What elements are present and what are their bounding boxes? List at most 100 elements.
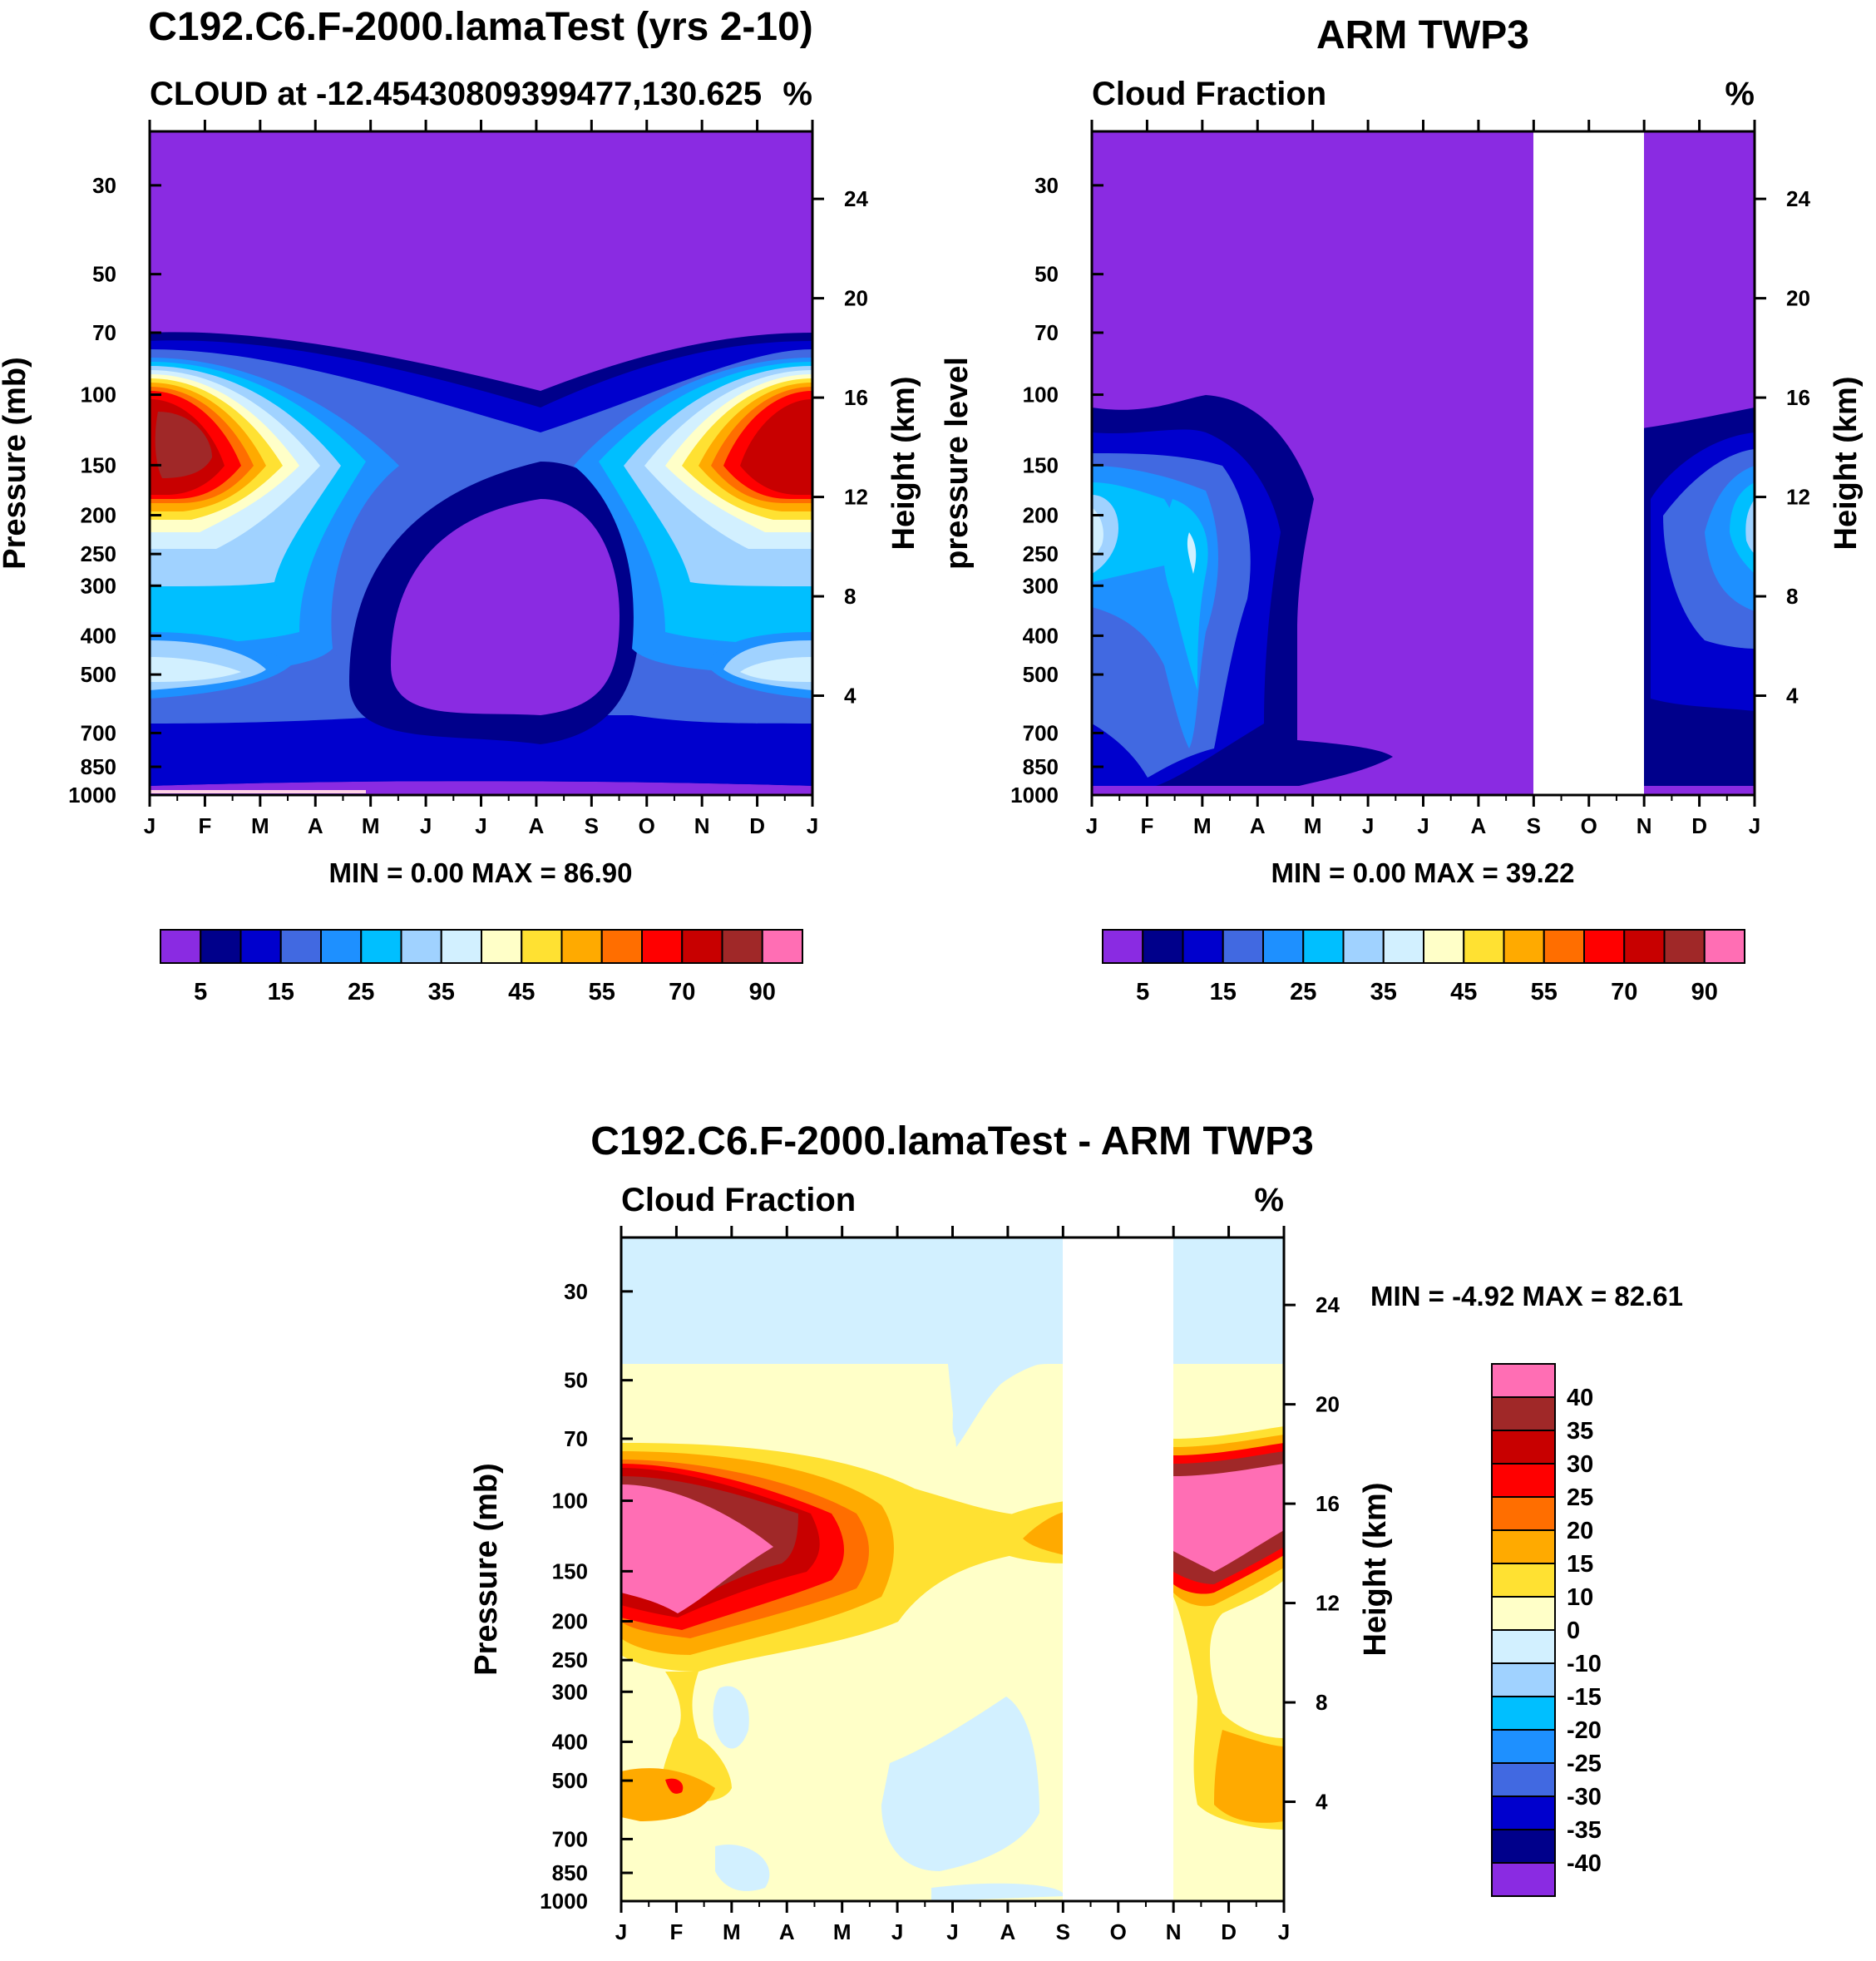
x-tick-label: J — [1417, 813, 1429, 838]
colorbar-label: 35 — [428, 979, 455, 1005]
colorbar-swatch — [1102, 929, 1144, 964]
colorbar-label: 55 — [589, 979, 615, 1005]
y-axis-label: Pressure (mb) — [0, 357, 32, 570]
colorbar-swatch — [521, 929, 563, 964]
colorbar-label: 20 — [1567, 1518, 1593, 1544]
y-right-tick-label: 12 — [1316, 1591, 1340, 1616]
colorbar-swatch — [1382, 929, 1424, 964]
panel3-units: % — [1254, 1182, 1284, 1218]
x-tick-label: J — [615, 1919, 627, 1944]
y-tick-label: 200 — [1023, 502, 1059, 527]
y-right-tick-label: 8 — [1316, 1690, 1327, 1715]
x-tick-label: J — [946, 1919, 958, 1944]
y-tick-label: 400 — [81, 623, 116, 648]
x-tick-label: D — [1691, 813, 1707, 838]
colorbar-swatch — [200, 929, 242, 964]
colorbar-swatch — [481, 929, 523, 964]
colorbar-swatch — [1342, 929, 1385, 964]
x-tick-label: N — [1637, 813, 1652, 838]
y-tick-label: 200 — [81, 502, 116, 527]
colorbar-swatch — [1491, 1596, 1556, 1631]
y-right-axis-label: Height (km) — [1829, 377, 1864, 551]
panel1-subtitle: CLOUD at -12.45430809399477,130.625 — [150, 76, 762, 112]
colorbar-label: 40 — [1567, 1385, 1593, 1411]
panel3-title: C192.C6.F-2000.lamaTest - ARM TWP3 — [590, 1119, 1314, 1163]
panel2-colorbar: 5 15 25 35 45 55 70 90 — [1102, 929, 1745, 1005]
panel2-axes: J F M A M J J A S O N D J 30 50 70 100 150 200 250 300 400 500… — [940, 120, 1864, 838]
x-tick-label: M — [1304, 813, 1322, 838]
colorbar-label: 30 — [1567, 1451, 1593, 1478]
y-tick-label: 300 — [1023, 573, 1059, 598]
colorbar-label: 5 — [194, 979, 207, 1005]
y-tick-label: 150 — [81, 452, 116, 477]
colorbar-swatch — [1491, 1762, 1556, 1797]
y-tick-label: 30 — [1034, 173, 1059, 198]
y-tick-label: 50 — [92, 262, 116, 287]
y-tick-label: 50 — [564, 1368, 588, 1393]
y-tick-label: 300 — [552, 1679, 588, 1704]
y-tick-label: 250 — [552, 1647, 588, 1672]
colorbar-swatch — [239, 929, 282, 964]
y-tick-label: 150 — [1023, 452, 1059, 477]
y-tick-label: 70 — [564, 1426, 588, 1451]
y-tick-label: 700 — [552, 1826, 588, 1851]
y-right-tick-label: 20 — [1316, 1392, 1340, 1417]
x-tick-label: J — [1086, 813, 1098, 838]
y-right-tick-label: 4 — [844, 684, 857, 709]
y-axis-label: Pressure (mb) — [469, 1463, 504, 1676]
y-right-tick-label: 16 — [844, 385, 868, 410]
y-right-tick-label: 24 — [844, 186, 868, 211]
panel3-subtitle: Cloud Fraction — [621, 1182, 856, 1218]
y-tick-label: 100 — [81, 383, 116, 408]
colorbar-swatch — [1262, 929, 1305, 964]
panel2-units: % — [1725, 76, 1755, 112]
colorbar-label: 35 — [1370, 979, 1397, 1005]
y-tick-label: 850 — [1023, 754, 1059, 779]
colorbar-label: 15 — [1567, 1551, 1593, 1578]
x-tick-label: S — [585, 813, 599, 838]
colorbar-swatch — [1491, 1430, 1556, 1465]
x-tick-label: F — [198, 813, 211, 838]
panel1-contour-field — [150, 131, 812, 795]
colorbar-label: 10 — [1567, 1584, 1593, 1611]
colorbar-label: -10 — [1567, 1651, 1602, 1677]
y-tick-label: 50 — [1034, 262, 1059, 287]
colorbar-swatch — [440, 929, 482, 964]
x-tick-label: S — [1056, 1919, 1070, 1944]
y-right-tick-label: 16 — [1786, 385, 1810, 410]
colorbar-label: 0 — [1567, 1618, 1580, 1644]
panel3-minmax: MIN = -4.92 MAX = 82.61 — [1370, 1281, 1683, 1311]
colorbar-swatch — [279, 929, 322, 964]
colorbar-swatch — [1491, 1696, 1556, 1731]
y-tick-label: 500 — [81, 662, 116, 687]
x-tick-label: J — [144, 813, 156, 838]
panel-difference: C192.C6.F-2000.lamaTest - ARM TWP3 Cloud… — [469, 1119, 1683, 1944]
panel2-contour-field — [1092, 131, 1755, 795]
colorbar-swatch — [1182, 929, 1224, 964]
x-tick-label: O — [639, 813, 655, 838]
colorbar-label: 70 — [1611, 979, 1637, 1005]
y-tick-label: 700 — [1023, 720, 1059, 745]
colorbar-swatch — [1491, 1563, 1556, 1598]
x-tick-label: F — [1140, 813, 1153, 838]
y-tick-label: 400 — [552, 1729, 588, 1754]
colorbar-swatch — [681, 929, 723, 964]
colorbar-label: 15 — [1210, 979, 1237, 1005]
panel1-units: % — [782, 76, 812, 112]
y-tick-label: 850 — [552, 1860, 588, 1885]
colorbar-label: 55 — [1531, 979, 1558, 1005]
panel1-axes: J F M A M J J A S O N D J 30 50 70 100 150 200 250 300 400 500… — [0, 120, 921, 838]
x-tick-label: M — [723, 1919, 741, 1944]
y-right-tick-label: 24 — [1316, 1292, 1340, 1317]
colorbar-swatch — [1302, 929, 1345, 964]
colorbar-swatch — [1491, 1662, 1556, 1697]
colorbar-swatch — [1503, 929, 1545, 964]
x-tick-label: J — [420, 813, 432, 838]
colorbar-swatch — [1583, 929, 1626, 964]
colorbar-swatch — [160, 929, 202, 964]
colorbar-label: 25 — [348, 979, 374, 1005]
colorbar-label: -30 — [1567, 1784, 1602, 1810]
colorbar-swatch — [1663, 929, 1706, 964]
colorbar-label: -20 — [1567, 1717, 1602, 1744]
colorbar-swatch — [1623, 929, 1666, 964]
